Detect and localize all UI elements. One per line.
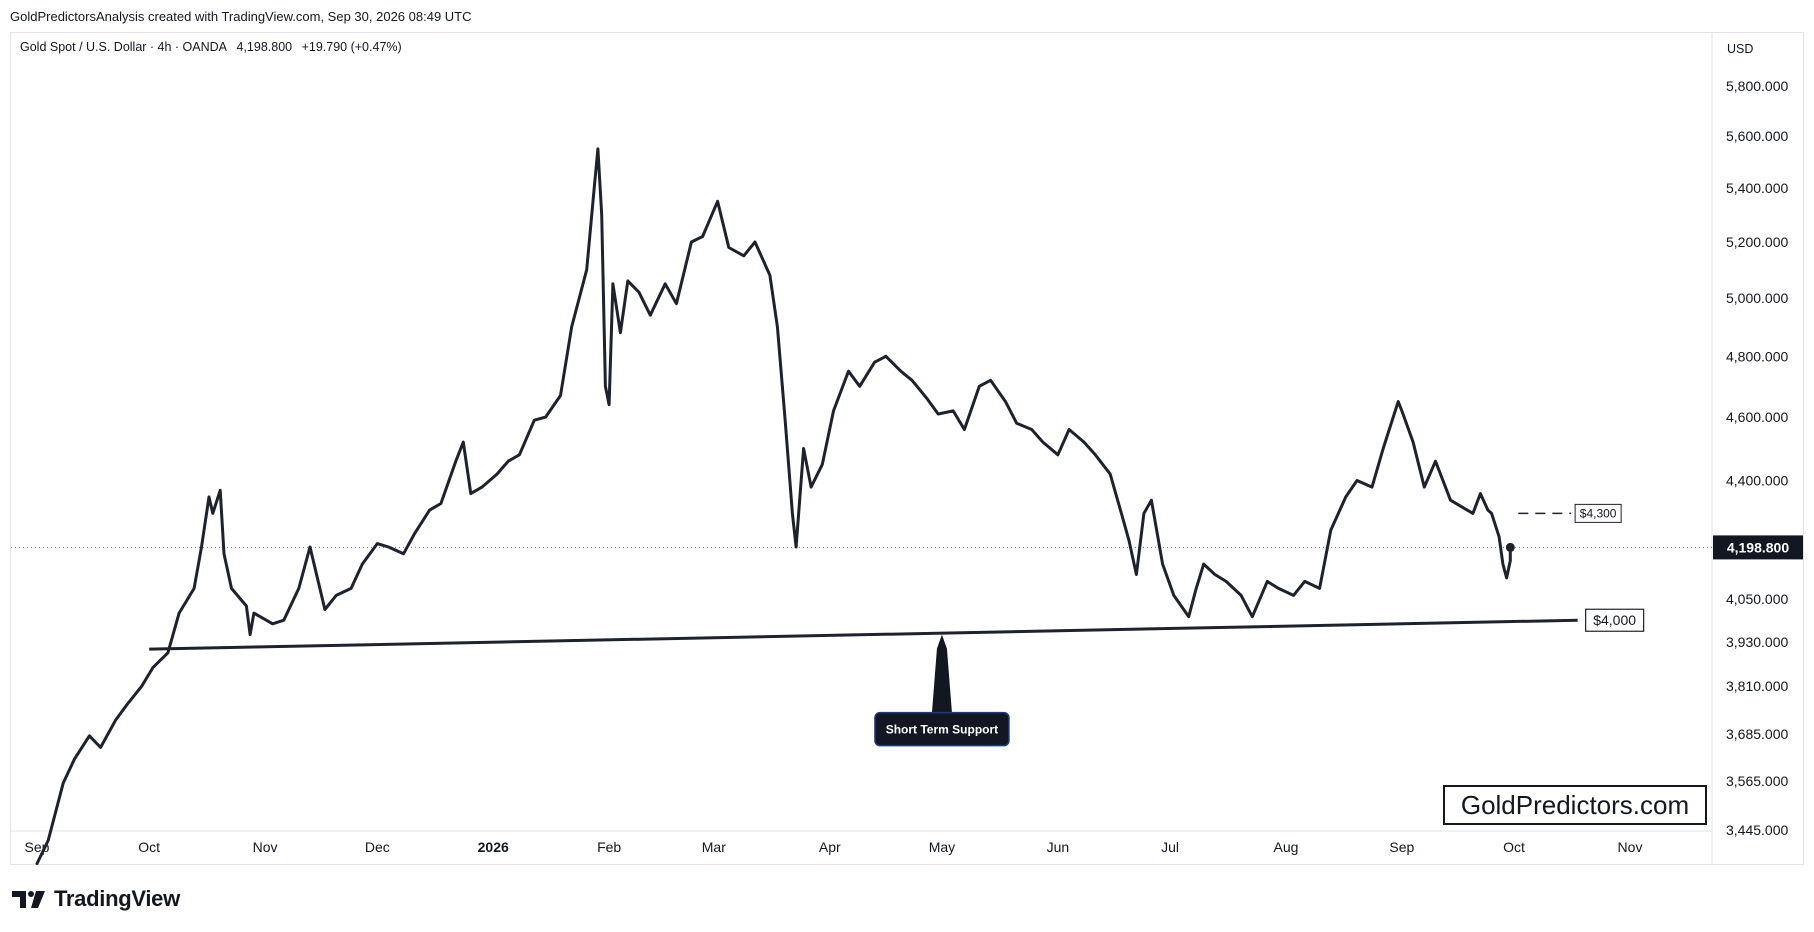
brand-name: TradingView bbox=[54, 886, 180, 911]
symbol-legend: Gold Spot / U.S. Dollar · 4h · OANDA 4,1… bbox=[20, 40, 408, 54]
tradingview-logo-icon bbox=[12, 891, 45, 908]
chart-panel[interactable] bbox=[10, 32, 1804, 865]
currency-selector[interactable]: USD bbox=[1727, 42, 1754, 56]
price-change: +19.790 (+0.47%) bbox=[301, 40, 402, 54]
chart-attribution: GoldPredictorsAnalysis created with Trad… bbox=[10, 9, 472, 24]
symbol-name: Gold Spot / U.S. Dollar · 4h · OANDA bbox=[20, 40, 228, 54]
brand: TradingView bbox=[12, 886, 180, 912]
last-price: 4,198.800 bbox=[236, 40, 293, 54]
